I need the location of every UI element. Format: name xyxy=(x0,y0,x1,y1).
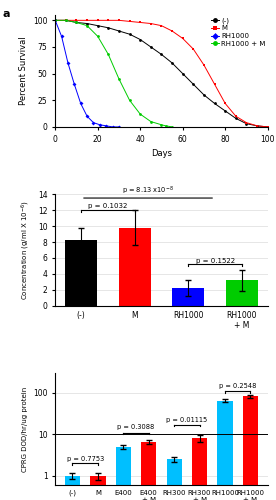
Bar xyxy=(141,442,156,500)
Bar xyxy=(65,240,97,306)
Bar xyxy=(116,447,131,500)
Y-axis label: Percent Survival: Percent Survival xyxy=(18,36,28,106)
Text: p = 0.01115: p = 0.01115 xyxy=(166,417,208,423)
Bar xyxy=(192,438,207,500)
Bar xyxy=(118,228,151,306)
Text: p = 0.1522: p = 0.1522 xyxy=(196,258,235,264)
Y-axis label: CPRG DOD/hr/ug protein: CPRG DOD/hr/ug protein xyxy=(22,386,28,472)
Bar xyxy=(172,288,205,306)
X-axis label: Days: Days xyxy=(151,149,172,158)
Y-axis label: Concentration (g/ml X 10$^{-6}$): Concentration (g/ml X 10$^{-6}$) xyxy=(20,200,32,300)
Bar xyxy=(90,476,105,500)
Legend: (-), M, RH1000, RH1000 + M: (-), M, RH1000, RH1000 + M xyxy=(210,16,266,48)
Text: p = 0.1032: p = 0.1032 xyxy=(88,203,128,209)
Bar xyxy=(226,280,258,306)
Bar xyxy=(166,460,182,500)
Bar xyxy=(243,396,258,500)
Text: p = 8.13 x10$^{-8}$: p = 8.13 x10$^{-8}$ xyxy=(122,185,174,197)
Bar xyxy=(65,476,80,500)
Text: a: a xyxy=(2,10,10,20)
Text: p = 0.2548: p = 0.2548 xyxy=(219,383,256,389)
Bar xyxy=(217,400,233,500)
Text: p = 0.3088: p = 0.3088 xyxy=(117,424,155,430)
Text: p = 0.7753: p = 0.7753 xyxy=(67,456,104,462)
